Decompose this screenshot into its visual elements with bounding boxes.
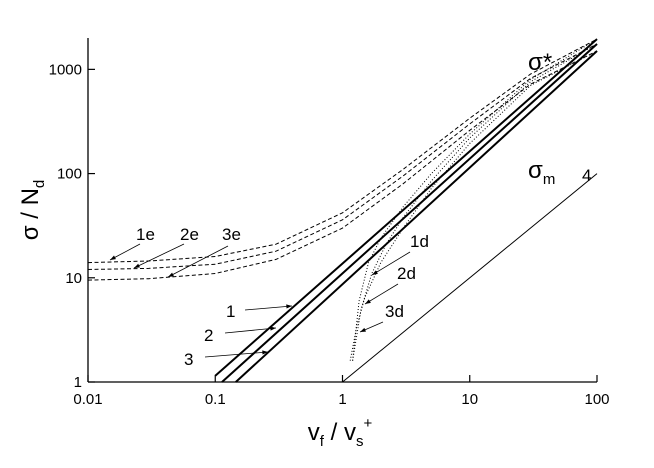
- series-line: [87, 38, 598, 264]
- series-label: 2: [204, 326, 213, 345]
- series-line: [87, 50, 598, 281]
- series-label: 1: [226, 302, 235, 321]
- series-label: 1d: [410, 232, 429, 251]
- series-line: [214, 38, 598, 377]
- series-line: [352, 38, 598, 361]
- pointer: [167, 245, 229, 278]
- series-line: [221, 43, 598, 383]
- pointer-head: [286, 304, 292, 309]
- x-tick-label: 1: [338, 391, 346, 408]
- series-label: 2d: [397, 264, 416, 283]
- series-label: 3: [184, 350, 193, 369]
- sigma-m-label: σm: [528, 157, 555, 188]
- pointer: [244, 305, 293, 311]
- pointer: [204, 351, 269, 358]
- y-tick-label: 1: [74, 374, 82, 391]
- x-tick-label: 0.1: [205, 391, 226, 408]
- pointer-head: [372, 270, 378, 275]
- series-line: [87, 43, 598, 270]
- x-tick-label: 100: [584, 391, 609, 408]
- pointer: [109, 243, 141, 261]
- y-tick-label: 1000: [49, 61, 82, 78]
- series-line: [235, 50, 598, 383]
- pointer-head: [360, 327, 366, 332]
- pointer: [364, 283, 399, 305]
- pointer-head: [134, 263, 140, 268]
- pointer: [224, 327, 277, 334]
- pointer-head: [262, 350, 268, 355]
- x-tick-label: 0.01: [73, 391, 102, 408]
- pointer: [133, 243, 185, 269]
- x-tick-label: 10: [461, 391, 478, 408]
- x-axis-label: vf / vs+: [308, 415, 373, 450]
- series-label: 3d: [385, 302, 404, 321]
- pointer: [371, 251, 411, 276]
- series-line: [352, 43, 598, 361]
- pointer-head: [110, 255, 116, 260]
- y-tick-label: 10: [65, 270, 82, 287]
- y-tick-label: 100: [57, 166, 82, 183]
- series-label: 2e: [180, 225, 199, 244]
- pointer-head: [365, 299, 371, 304]
- pointer-head: [270, 326, 276, 331]
- series-label: 1e: [136, 225, 155, 244]
- series-line: [349, 50, 598, 361]
- series-line: [342, 173, 598, 383]
- y-axis-label: σ / Nd: [17, 180, 48, 241]
- pointer-head: [168, 272, 174, 277]
- series-label: 4: [582, 166, 591, 185]
- series-label: 3e: [222, 225, 241, 244]
